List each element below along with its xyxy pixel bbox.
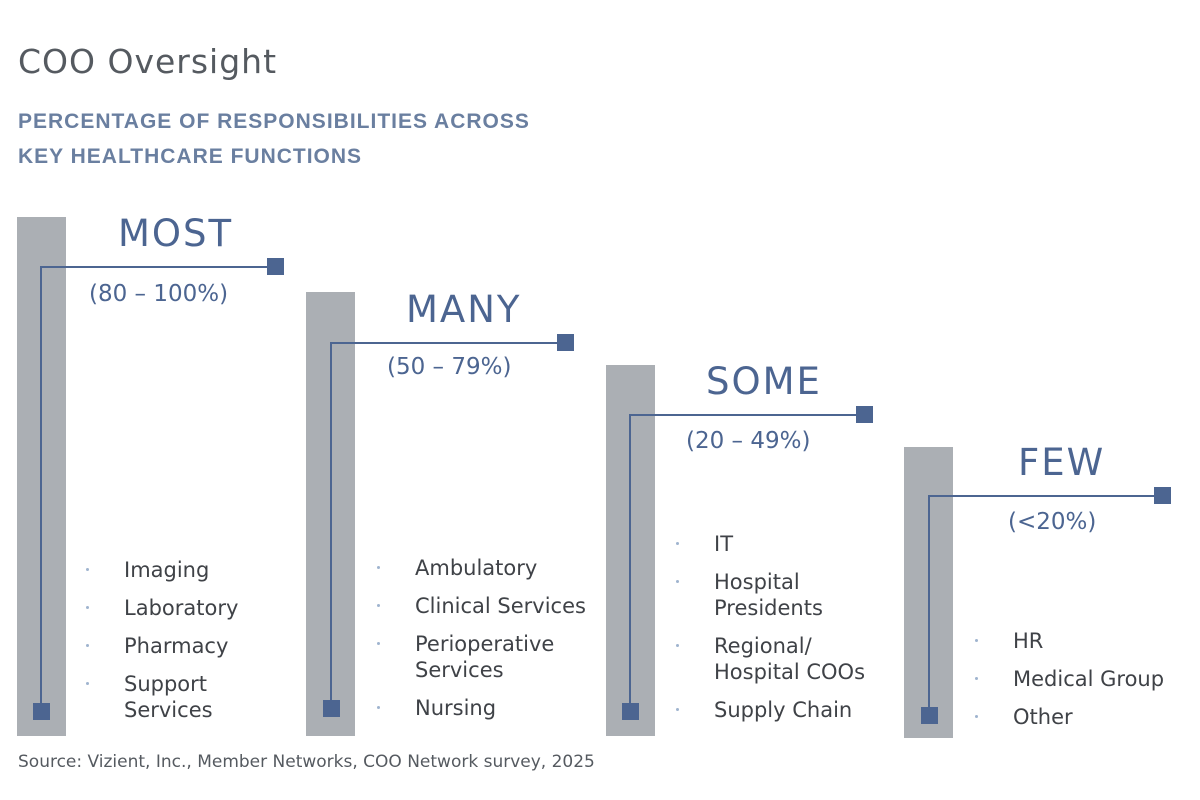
- item-label: Pharmacy: [124, 634, 229, 658]
- list-item: Pharmacy: [86, 633, 344, 659]
- list-item: HR: [975, 628, 1193, 654]
- item-label: Support Services: [124, 672, 213, 722]
- bracket-end-square: [1154, 487, 1171, 504]
- page-title: COO Oversight: [18, 42, 278, 81]
- bullet-icon: [377, 604, 380, 607]
- item-label: HR: [1013, 629, 1044, 653]
- list-item: Clinical Services: [377, 593, 635, 619]
- bullet-icon: [676, 644, 679, 647]
- tier-bracket: [928, 495, 1164, 717]
- tier-items: HR Medical Group Other: [975, 628, 1193, 742]
- page-subtitle: PERCENTAGE OF RESPONSIBILITIES ACROSS KE…: [18, 110, 530, 168]
- item-label: Nursing: [415, 696, 497, 720]
- tier-label: SOME: [706, 360, 822, 403]
- tier-bracket: [40, 266, 278, 713]
- tier-range: (80 – 100%): [89, 281, 229, 307]
- item-label: Hospital Presidents: [714, 570, 823, 620]
- list-item: Regional/ Hospital COOs: [676, 633, 894, 685]
- bullet-icon: [86, 606, 89, 609]
- tier-label: MANY: [406, 288, 522, 331]
- tier-range: (20 – 49%): [686, 428, 811, 454]
- tier-range: (50 – 79%): [387, 354, 512, 380]
- tier-items: Ambulatory Clinical Services Perioperati…: [377, 555, 635, 733]
- list-item: IT: [676, 531, 934, 557]
- list-item: Hospital Presidents: [676, 569, 844, 621]
- list-item: Nursing: [377, 695, 635, 721]
- bullet-icon: [975, 677, 978, 680]
- list-item: Laboratory: [86, 595, 344, 621]
- item-label: Imaging: [124, 558, 210, 582]
- item-label: Perioperative Services: [415, 632, 555, 682]
- bracket-end-square: [267, 258, 284, 275]
- bracket-end-square: [323, 700, 340, 717]
- bracket-end-square: [921, 707, 938, 724]
- item-label: Other: [1013, 705, 1073, 729]
- bullet-icon: [676, 542, 679, 545]
- list-item: Perioperative Services: [377, 631, 585, 683]
- bullet-icon: [377, 642, 380, 645]
- bullet-icon: [377, 566, 380, 569]
- tier-items: Imaging Laboratory Pharmacy Support Serv…: [86, 557, 344, 735]
- source-note: Source: Vizient, Inc., Member Networks, …: [18, 752, 595, 772]
- tier-bracket: [330, 342, 567, 710]
- list-item: Medical Group: [975, 666, 1193, 692]
- list-item: Ambulatory: [377, 555, 635, 581]
- item-label: Ambulatory: [415, 556, 538, 580]
- bracket-end-square: [622, 703, 639, 720]
- tier-bracket: [629, 414, 866, 713]
- bracket-end-square: [856, 406, 873, 423]
- item-label: IT: [714, 532, 734, 556]
- bullet-icon: [86, 568, 89, 571]
- list-item: Support Services: [86, 671, 254, 723]
- tier-label: MOST: [118, 212, 234, 255]
- bullet-icon: [975, 715, 978, 718]
- bullet-icon: [975, 639, 978, 642]
- bullet-icon: [676, 708, 679, 711]
- bullet-icon: [377, 706, 380, 709]
- list-item: Other: [975, 704, 1193, 730]
- tier-label: FEW: [1018, 441, 1106, 484]
- bracket-end-square: [557, 334, 574, 351]
- tier-range: (<20%): [1008, 509, 1097, 535]
- list-item: Supply Chain: [676, 697, 934, 723]
- bracket-end-square: [33, 703, 50, 720]
- bullet-icon: [676, 580, 679, 583]
- item-label: Supply Chain: [714, 698, 853, 722]
- item-label: Medical Group: [1013, 667, 1165, 691]
- item-label: Regional/ Hospital COOs: [714, 634, 866, 684]
- tier-items: IT Hospital Presidents Regional/ Hospita…: [676, 531, 934, 735]
- bullet-icon: [86, 682, 89, 685]
- list-item: Imaging: [86, 557, 344, 583]
- item-label: Clinical Services: [415, 594, 586, 618]
- bullet-icon: [86, 644, 89, 647]
- item-label: Laboratory: [124, 596, 239, 620]
